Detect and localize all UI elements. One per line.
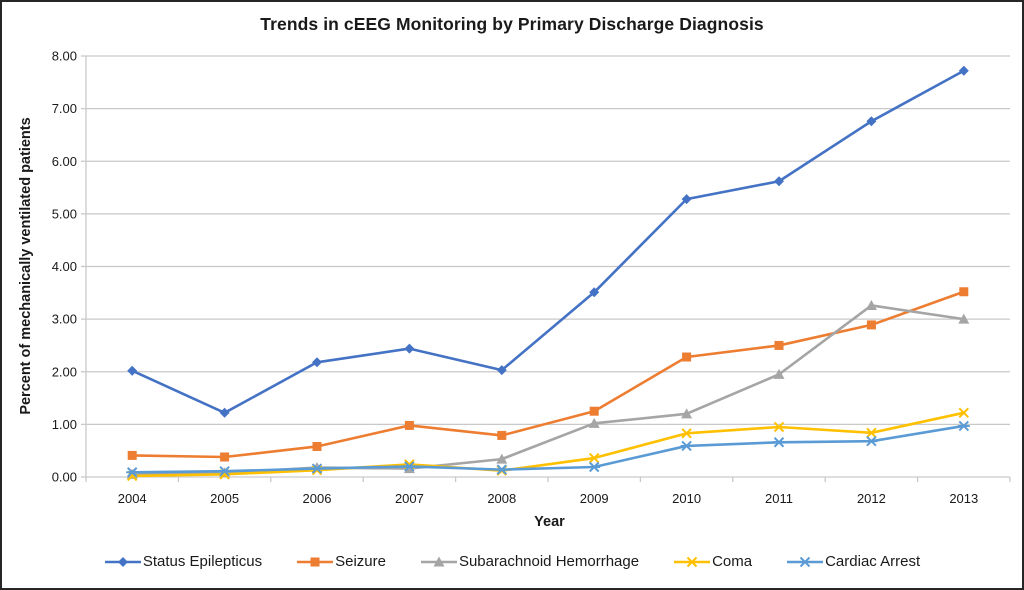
y-tick-label: 4.00 [52,259,77,274]
legend-item-coma: Coma [673,553,752,570]
x-tick-label: 2009 [580,491,609,506]
square-marker-icon [297,557,334,566]
y-tick-label: 5.00 [52,206,77,221]
series-line [130,69,966,415]
data-point-marker [496,453,508,464]
series-line [130,290,966,459]
y-tick-label: 1.00 [52,417,77,432]
data-point-marker [681,428,692,439]
series-seizure [127,287,969,462]
data-point-marker [218,466,231,477]
data-point-marker [774,340,784,350]
data-point-marker [127,365,138,376]
legend-label: Coma [712,553,753,570]
legend-label: Seizure [335,553,386,570]
y-tick-label: 7.00 [52,101,77,116]
data-point-marker [958,65,969,76]
x-marker-icon [674,556,711,567]
data-point-marker [682,352,692,362]
x-tick-label: 2005 [210,491,239,506]
y-tick-label: 2.00 [52,364,77,379]
data-point-marker [312,441,322,451]
data-point-marker [433,556,445,566]
data-point-marker [774,176,784,187]
data-point-marker [681,408,693,419]
data-point-marker [959,287,969,297]
data-point-marker [497,430,507,440]
series-cardiac-arrest [126,420,970,478]
data-point-marker [589,287,600,298]
data-point-marker [958,407,970,419]
data-point-marker [311,463,323,474]
triangle-marker-icon [420,556,457,566]
y-tick-label: 0.00 [52,470,77,485]
data-point-marker [495,464,508,475]
x-tick-label: 2011 [765,491,793,506]
data-point-marker [588,452,600,464]
data-point-marker [127,450,137,460]
star-marker-icon [787,556,824,567]
series-line [130,424,966,474]
data-point-marker [496,365,507,376]
legend-item-status-epilepticus: Status Epilepticus [104,553,262,570]
x-axis-title: Year [534,514,565,530]
x-tick-label: 2013 [949,491,978,506]
data-point-marker [866,320,876,330]
data-point-marker [588,417,600,428]
data-point-marker [866,116,877,127]
legend-label: Status Epilepticus [142,553,263,570]
x-tick-label: 2008 [487,491,516,506]
x-tick-label: 2006 [303,491,332,506]
data-point-marker [220,452,230,462]
data-point-marker [799,556,812,567]
data-point-marker [686,556,698,567]
data-point-marker [310,557,320,566]
chart-title: Trends in cEEG Monitoring by Primary Dis… [260,14,764,34]
x-tick-label: 2004 [118,491,147,506]
plot-area: 0.00 1.00 2.00 3.00 4.00 5.00 6.00 7.00 8.00 2004… [52,49,1011,506]
legend-item-subarachnoid-hemorrhage: Subarachnoid Hemorrhage [420,553,639,570]
x-tick-label: 2010 [672,491,701,506]
legend: Status Epilepticus Seizure Subarachnoid He… [2,553,1022,570]
data-point-marker [219,407,230,418]
data-point-marker [866,427,877,439]
legend-label: Cardiac Arrest [825,553,921,570]
diamond-marker-icon [104,556,141,567]
data-point-marker [312,357,322,368]
y-tick-label: 3.00 [52,312,77,327]
y-tick-label: 8.00 [52,49,77,64]
data-point-marker [403,461,416,472]
data-point-marker [865,299,877,310]
data-point-marker [126,467,139,478]
data-point-marker [865,436,878,447]
legend-item-cardiac-arrest: Cardiac Arrest [786,553,920,570]
data-point-marker [773,437,785,448]
series-line [130,411,966,478]
x-tick-label: 2007 [395,491,424,506]
data-point-marker [957,420,970,432]
data-point-marker [958,313,970,324]
data-point-marker [404,420,414,430]
series-subarachnoid-hemorrhage [126,299,970,479]
data-point-marker [404,343,415,354]
y-tick-label: 6.00 [52,154,77,169]
data-point-marker [589,406,599,416]
data-point-marker [773,421,785,433]
data-point-marker [773,368,785,379]
data-point-marker [681,194,692,205]
data-point-marker [680,440,693,452]
x-tick-label: 2012 [857,491,886,506]
data-point-marker [311,464,323,476]
series-status-epilepticus [127,65,969,418]
data-point-marker [588,461,601,473]
legend-label: Subarachnoid Hemorrhage [458,553,640,570]
data-point-marker [117,556,128,567]
legend-item-seizure: Seizure [296,553,386,570]
